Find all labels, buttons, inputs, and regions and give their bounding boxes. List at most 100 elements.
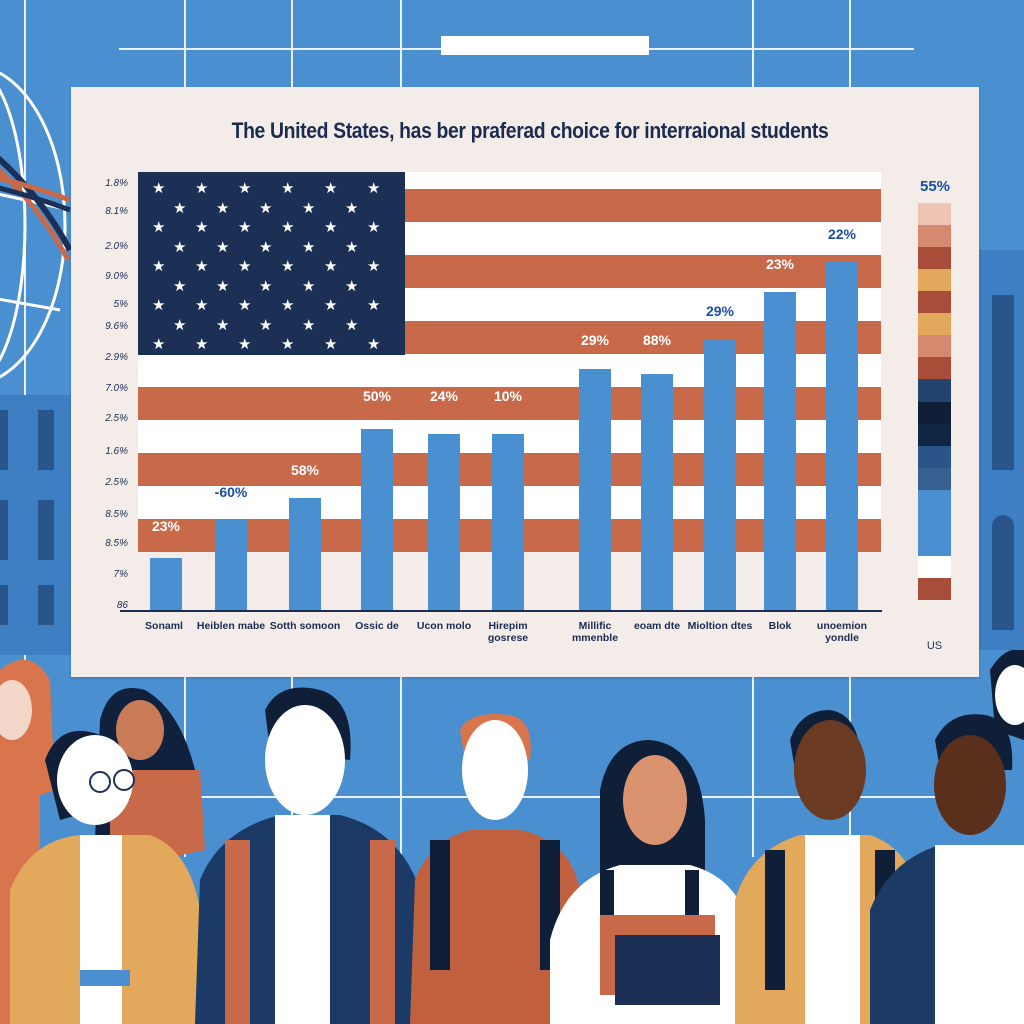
- star-icon: ★: [259, 238, 273, 256]
- star-icon: ★: [281, 336, 295, 353]
- x-tick-label: eoam dte: [633, 620, 681, 632]
- legend-swatch: [918, 511, 951, 535]
- star-icon: ★: [238, 336, 252, 353]
- y-tick-label: 2.0%: [105, 241, 128, 252]
- bar: [826, 261, 858, 610]
- y-tick-label: 9.0%: [105, 271, 128, 282]
- chart-title: The United States, has ber praferad choi…: [231, 118, 829, 143]
- star-icon: ★: [302, 238, 316, 256]
- legend-swatch: [918, 423, 951, 447]
- star-icon: ★: [173, 277, 187, 295]
- star-icon: ★: [195, 258, 209, 275]
- bar-data-label: 24%: [429, 388, 459, 404]
- flag-stripe-white: [138, 354, 881, 388]
- star-icon: ★: [281, 297, 295, 314]
- bar: [150, 558, 182, 610]
- star-icon: ★: [195, 297, 209, 314]
- star-icon: ★: [259, 199, 273, 217]
- bar: [704, 339, 736, 610]
- bar: [215, 519, 247, 610]
- background-grid-line: [291, 0, 293, 90]
- legend-swatch: [918, 467, 951, 491]
- star-icon: ★: [152, 258, 166, 275]
- y-tick-label: 86: [116, 600, 128, 611]
- bar: [289, 498, 321, 610]
- star-icon: ★: [152, 180, 166, 197]
- bar: [428, 433, 460, 610]
- star-icon: ★: [324, 336, 338, 353]
- legend-label: US: [926, 640, 943, 652]
- x-tick-label: Sotth somoon: [269, 620, 341, 632]
- bar-data-label: 22%: [827, 225, 857, 242]
- bar-data-label: 88%: [642, 332, 672, 348]
- legend-swatch: [918, 357, 951, 380]
- star-icon: ★: [324, 219, 338, 236]
- building-window: [38, 500, 54, 560]
- legend-swatch: [918, 247, 951, 270]
- star-icon: ★: [345, 316, 359, 334]
- star-icon: ★: [302, 316, 316, 334]
- y-tick-label: 7.0%: [105, 383, 128, 394]
- y-tick-label: 8.1%: [105, 206, 128, 217]
- bar-data-label: 23%: [765, 255, 795, 272]
- star-icon: ★: [324, 258, 338, 275]
- star-icon: ★: [345, 199, 359, 217]
- bar: [361, 429, 393, 610]
- star-icon: ★: [281, 180, 295, 197]
- star-icon: ★: [367, 180, 381, 197]
- x-tick-label: Mioltion dtes: [687, 620, 753, 632]
- bar-data-label: -60%: [214, 483, 248, 500]
- x-tick-label: Ucon molo: [416, 620, 472, 632]
- y-tick-label: 5%: [113, 299, 128, 310]
- bar: [764, 291, 796, 610]
- y-tick-label: 8.5%: [105, 538, 128, 549]
- building-window: [992, 295, 1014, 470]
- building-window: [0, 410, 8, 470]
- background-grid-line: [752, 677, 754, 857]
- student-figure: [550, 740, 750, 1024]
- star-icon: ★: [367, 336, 381, 353]
- x-tick-label: Blok: [768, 620, 792, 632]
- star-icon: ★: [238, 258, 252, 275]
- legend-swatch: [918, 379, 951, 402]
- bar-data-label: 23%: [151, 518, 181, 534]
- legend-swatch: [918, 577, 951, 601]
- y-axis-baseline-tick: [120, 610, 138, 612]
- left-building: [0, 395, 71, 655]
- legend-swatch: [918, 533, 951, 557]
- legend-swatch: [918, 445, 951, 469]
- y-tick-label: 2.5%: [105, 477, 128, 488]
- star-icon: ★: [238, 180, 252, 197]
- legend-swatch: [918, 291, 951, 314]
- bar: [492, 433, 524, 610]
- star-icon: ★: [238, 297, 252, 314]
- legend-swatch: [918, 555, 951, 579]
- star-icon: ★: [152, 219, 166, 236]
- legend-swatch: [918, 335, 951, 358]
- legend-swatch: [918, 269, 951, 292]
- building-window: [0, 500, 8, 560]
- star-icon: ★: [302, 277, 316, 295]
- bar-data-label: 29%: [705, 303, 735, 320]
- bar-data-label: 29%: [580, 332, 610, 348]
- x-axis-line: [138, 610, 882, 612]
- y-tick-label: 8.5%: [105, 509, 128, 520]
- bar: [579, 369, 611, 610]
- star-icon: ★: [216, 199, 230, 217]
- building-window: [0, 585, 8, 625]
- flag-canton: ★ ★ ★ ★ ★ ★ ★ ★ ★ ★ ★ ★ ★ ★ ★ ★ ★ ★ ★ ★ ★ ★ ★ ★ ★ ★ ★ ★ ★ ★ ★ ★ ★ ★ ★ ★ ★ ★ ★ ★…: [138, 172, 405, 355]
- star-icon: ★: [173, 199, 187, 217]
- star-icon: ★: [367, 258, 381, 275]
- star-icon: ★: [281, 258, 295, 275]
- star-icon: ★: [152, 297, 166, 314]
- y-tick-label: 7%: [113, 569, 128, 580]
- y-tick-label: 2.9%: [105, 352, 128, 363]
- background-grid-line: [400, 677, 402, 857]
- x-tick-label: unoemion yondle: [816, 620, 868, 644]
- background-grid-line: [849, 0, 851, 90]
- star-icon: ★: [281, 219, 295, 236]
- x-tick-label: Ossic de: [355, 620, 399, 632]
- building-window: [38, 585, 54, 625]
- background-grid-line: [184, 0, 186, 90]
- background-grid-line: [400, 0, 402, 90]
